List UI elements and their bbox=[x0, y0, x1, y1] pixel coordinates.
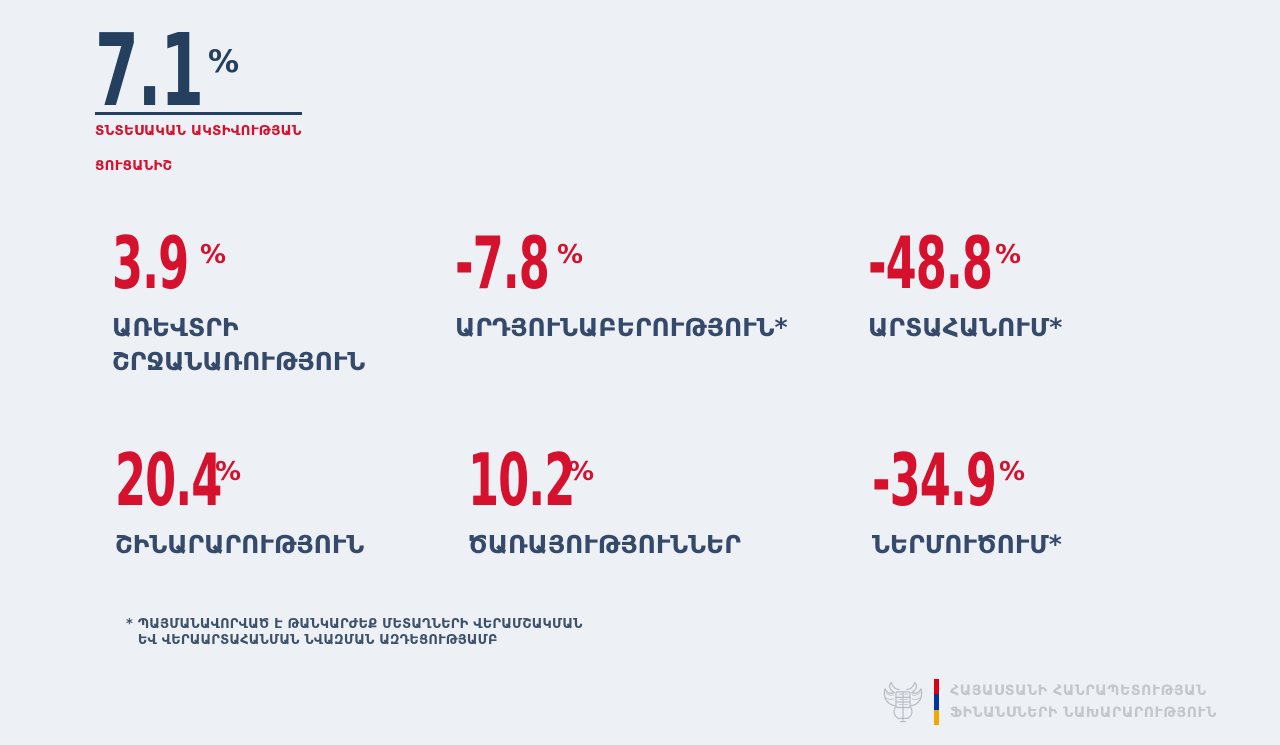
stat-number-row: -34.9 % bbox=[872, 438, 1212, 522]
footnote-text: ՊԱՅՄԱՆԱՎՈՐՎԱԾ Է ԹԱՆԿԱՐԺԵՔ ՄԵՏԱՂՆԵՐԻ ՎԵՐԱ… bbox=[138, 617, 583, 649]
stat-label: ԱՐԴՅՈՒՆԱԲԵՐՈՒԹՅՈՒՆ* bbox=[455, 311, 795, 345]
footnote-line1: ՊԱՅՄԱՆԱՎՈՐՎԱԾ Է ԹԱՆԿԱՐԺԵՔ ՄԵՏԱՂՆԵՐԻ ՎԵՐԱ… bbox=[137, 617, 583, 632]
stat-label-line1: ԱՐՏԱՀԱՆՈՒՄ* bbox=[868, 313, 1063, 342]
headline-label-line1: ՏՆՏԵՍԱԿԱՆ ԱԿՏԻՎՈՒԹՅԱՆ bbox=[95, 123, 302, 139]
stat-label: ԱՌԵՎՏՐԻ ՇՐՋԱՆԱՌՈՒԹՅՈՒՆ bbox=[112, 311, 452, 379]
ministry-name-line1: ՀԱՅԱՍՏԱՆԻ ՀԱՆՐԱՊԵՏՈՒԹՅԱՆ bbox=[950, 683, 1207, 699]
armenian-flag-bar bbox=[934, 679, 939, 725]
stat-value: -48.8 bbox=[868, 221, 993, 305]
stat-value: 20.4 bbox=[115, 438, 222, 522]
stat-card-trade-turnover: 3.9 % ԱՌԵՎՏՐԻ ՇՐՋԱՆԱՌՈՒԹՅՈՒՆ bbox=[112, 221, 452, 379]
flag-blue-stripe bbox=[934, 694, 939, 710]
stat-percent-sign: % bbox=[215, 457, 242, 487]
stat-number-row: 20.4 % bbox=[115, 438, 455, 522]
stat-label: ԱՐՏԱՀԱՆՈՒՄ* bbox=[868, 311, 1208, 345]
footnote-line2: ԵՎ ՎԵՐԱԱՐՏԱՀԱՆՄԱՆ ՆՎԱԶՄԱՆ ԱԶԴԵՑՈՒԹՅԱՄԲ bbox=[137, 633, 498, 648]
stat-card-export: -48.8 % ԱՐՏԱՀԱՆՈՒՄ* bbox=[868, 221, 1208, 345]
ministry-name: ՀԱՅԱՍՏԱՆԻ ՀԱՆՐԱՊԵՏՈՒԹՅԱՆ ՖԻՆԱՆՍՆԵՐԻ ՆԱԽԱ… bbox=[950, 680, 1217, 724]
stat-card-services: 10.2 % ԾԱՌԱՅՈՒԹՅՈՒՆՆԵՐ bbox=[468, 438, 808, 562]
stat-label: ԾԱՌԱՅՈՒԹՅՈՒՆՆԵՐ bbox=[468, 528, 808, 562]
stat-percent-sign: % bbox=[995, 240, 1022, 270]
header-underline bbox=[95, 112, 302, 115]
stat-card-construction: 20.4 % ՇԻՆԱՐԱՐՈՒԹՅՈՒՆ bbox=[115, 438, 455, 562]
ministry-name-line2: ՖԻՆԱՆՍՆԵՐԻ ՆԱԽԱՐԱՐՈՒԹՅՈՒՆ bbox=[950, 705, 1217, 721]
coat-of-arms-icon bbox=[883, 681, 923, 723]
stat-value: 10.2 bbox=[468, 438, 575, 522]
stat-label: ՇԻՆԱՐԱՐՈՒԹՅՈՒՆ bbox=[115, 528, 455, 562]
ministry-footer: ՀԱՅԱՍՏԱՆԻ ՀԱՆՐԱՊԵՏՈՒԹՅԱՆ ՖԻՆԱՆՍՆԵՐԻ ՆԱԽԱ… bbox=[878, 676, 1217, 728]
footnote-asterisk: * bbox=[126, 617, 133, 632]
stat-label-line2: ՇՐՋԱՆԱՌՈՒԹՅՈՒՆ bbox=[112, 347, 366, 376]
stat-percent-sign: % bbox=[200, 240, 227, 270]
stat-label: ՆԵՐՄՈՒԾՈՒՄ* bbox=[872, 528, 1212, 562]
stat-label-line1: ԱՌԵՎՏՐԻ bbox=[112, 313, 239, 342]
headline-percent-sign: % bbox=[208, 44, 240, 80]
headline-label-line2: ՑՈՒՑԱՆԻՇ bbox=[95, 158, 173, 174]
stat-number-row: -7.8 % bbox=[455, 221, 795, 305]
stat-number-row: 3.9 % bbox=[112, 221, 452, 305]
stat-percent-sign: % bbox=[999, 457, 1026, 487]
headline-label: ՏՆՏԵՍԱԿԱՆ ԱԿՏԻՎՈՒԹՅԱՆ ՑՈՒՑԱՆԻՇ bbox=[95, 123, 415, 176]
stat-card-import: -34.9 % ՆԵՐՄՈՒԾՈՒՄ* bbox=[872, 438, 1212, 562]
stat-percent-sign: % bbox=[568, 457, 595, 487]
stat-number-row: 10.2 % bbox=[468, 438, 808, 522]
stat-percent-sign: % bbox=[557, 240, 584, 270]
headline-value: 7.1 bbox=[95, 12, 204, 129]
stat-card-industry: -7.8 % ԱՐԴՅՈՒՆԱԲԵՐՈՒԹՅՈՒՆ* bbox=[455, 221, 795, 345]
stat-value: -7.8 bbox=[455, 221, 550, 305]
stat-label-line1: ՆԵՐՄՈՒԾՈՒՄ* bbox=[872, 530, 1062, 559]
stat-value: 3.9 bbox=[112, 221, 189, 305]
stat-value: -34.9 bbox=[872, 438, 997, 522]
stat-label-line1: ԱՐԴՅՈՒՆԱԲԵՐՈՒԹՅՈՒՆ* bbox=[455, 313, 788, 342]
stat-number-row: -48.8 % bbox=[868, 221, 1208, 305]
stat-label-line1: ՇԻՆԱՐԱՐՈՒԹՅՈՒՆ bbox=[115, 530, 365, 559]
headline-indicator: 7.1 % ՏՆՏԵՍԱԿԱՆ ԱԿՏԻՎՈՒԹՅԱՆ ՑՈՒՑԱՆԻՇ bbox=[95, 12, 415, 176]
stat-label-line1: ԾԱՌԱՅՈՒԹՅՈՒՆՆԵՐ bbox=[468, 530, 741, 559]
headline-number-row: 7.1 % bbox=[95, 12, 415, 129]
flag-orange-stripe bbox=[934, 709, 939, 725]
flag-red-stripe bbox=[934, 679, 939, 695]
footnote: * ՊԱՅՄԱՆԱՎՈՐՎԱԾ Է ԹԱՆԿԱՐԺԵՔ ՄԵՏԱՂՆԵՐԻ ՎԵ… bbox=[126, 617, 583, 649]
